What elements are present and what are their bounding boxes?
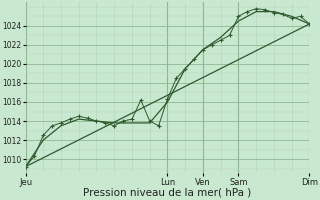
X-axis label: Pression niveau de la mer( hPa ): Pression niveau de la mer( hPa ) xyxy=(83,188,252,198)
